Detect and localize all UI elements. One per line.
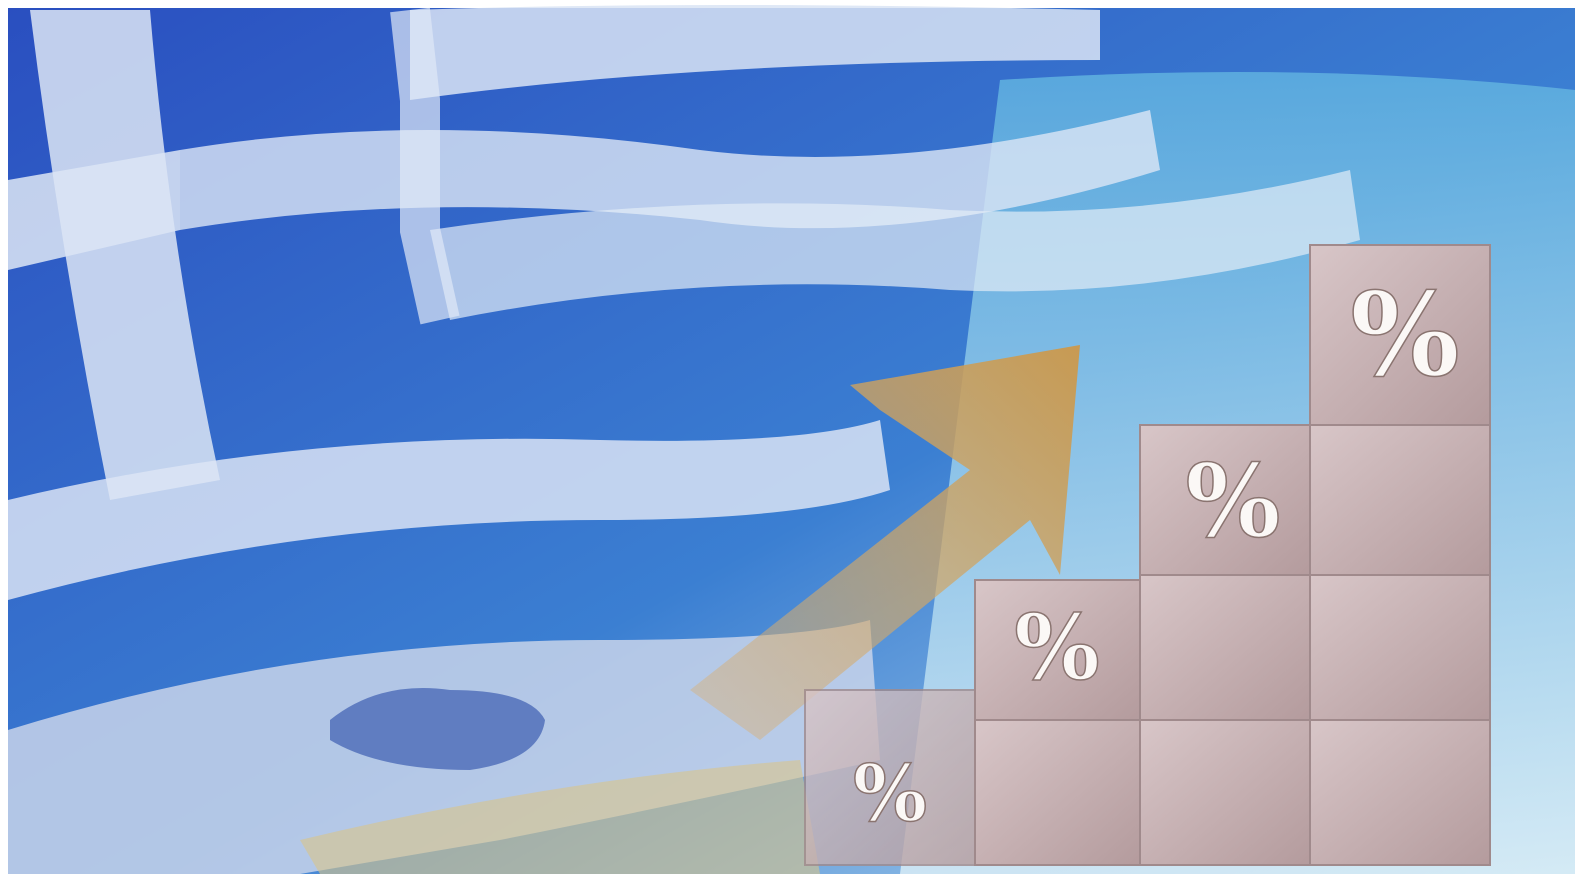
block xyxy=(1139,574,1311,721)
percent-sign: % xyxy=(1014,595,1100,701)
block xyxy=(1139,424,1311,576)
blocks xyxy=(804,244,1491,866)
banknote-emblem xyxy=(330,688,545,770)
euro-note xyxy=(300,760,820,874)
block xyxy=(1309,719,1491,866)
block xyxy=(1309,244,1491,426)
flag-fold xyxy=(390,7,460,325)
flag-stripe xyxy=(8,420,890,600)
block xyxy=(1139,719,1311,866)
percent-sign: % xyxy=(853,749,927,840)
flag-stripe xyxy=(430,170,1360,320)
flag-cross xyxy=(30,10,220,500)
percent-sign: % xyxy=(1350,268,1459,403)
block xyxy=(1309,424,1491,576)
block xyxy=(804,689,976,866)
flag-stripe xyxy=(410,5,1100,100)
block xyxy=(974,719,1141,866)
percent-sign: % xyxy=(1185,442,1280,560)
block xyxy=(1309,574,1491,721)
arrow xyxy=(690,345,1080,740)
block xyxy=(974,579,1141,721)
